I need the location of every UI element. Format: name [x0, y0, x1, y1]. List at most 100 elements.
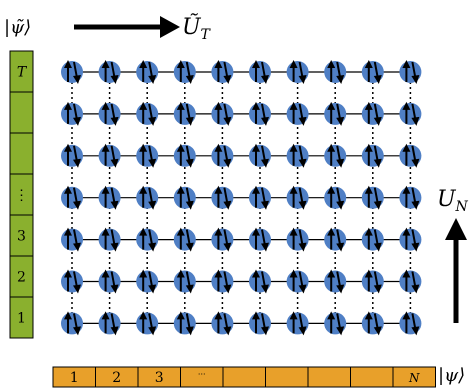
- spin-down-head: [185, 284, 194, 294]
- lattice-site: [324, 227, 347, 252]
- spin-down-head: [261, 200, 269, 210]
- spin-up-head: [327, 269, 336, 278]
- spin-down-head: [411, 326, 420, 336]
- lattice-site: [98, 269, 121, 294]
- register-cell: [392, 366, 436, 388]
- spin-lattice: [61, 60, 422, 336]
- spin-up-head: [176, 269, 185, 278]
- site-circle: [399, 228, 422, 251]
- spin-down-arrow: [148, 313, 154, 330]
- site-circle: [98, 228, 121, 251]
- spin-down-head: [110, 284, 119, 294]
- spin-down-head: [110, 116, 119, 126]
- spin-down-arrow: [411, 187, 417, 204]
- spin-down-arrow: [148, 187, 154, 204]
- spin-down-arrow: [110, 271, 116, 288]
- spin-up-head: [327, 227, 336, 236]
- register-cell-label: N: [408, 371, 420, 385]
- lattice-site: [249, 227, 271, 252]
- spin-down-head: [373, 326, 382, 336]
- spin-down-head: [223, 284, 232, 294]
- spin-down-head: [110, 242, 119, 252]
- site-circle: [136, 144, 159, 167]
- site-circle: [399, 270, 422, 293]
- site-circle: [249, 228, 271, 251]
- spin-down-head: [73, 116, 81, 126]
- spin-up-head: [101, 143, 110, 152]
- register-cell: [9, 296, 34, 339]
- spin-down-arrow: [148, 271, 154, 288]
- spin-down-arrow: [336, 229, 342, 246]
- site-circle: [136, 312, 159, 335]
- spin-down-arrow: [411, 229, 417, 246]
- lattice-site: [324, 60, 347, 84]
- spin-down-head: [373, 116, 382, 126]
- lattice-site: [361, 269, 384, 294]
- spin-down-arrow: [336, 271, 342, 288]
- spin-down-head: [411, 158, 420, 168]
- spin-down-head: [336, 116, 345, 126]
- u-t-subscript: T: [201, 27, 212, 43]
- register-cell-label: ⋮: [15, 188, 29, 204]
- lattice-site: [249, 269, 271, 294]
- lattice-site: [324, 311, 347, 336]
- site-circle: [249, 270, 271, 293]
- lattice-site: [173, 185, 196, 210]
- spin-down-arrow: [110, 61, 116, 79]
- register-cell: [307, 366, 351, 388]
- spin-down-head: [373, 158, 382, 168]
- spin-down-arrow: [185, 313, 191, 330]
- spin-down-arrow: [411, 145, 417, 162]
- lattice-site: [173, 101, 196, 126]
- register-cell-label: ···: [198, 370, 206, 379]
- spin-down-head: [336, 242, 345, 252]
- spin-down-arrow: [261, 187, 266, 204]
- spin-down-head: [373, 242, 382, 252]
- spin-down-arrow: [185, 61, 191, 79]
- lattice-site: [98, 311, 121, 336]
- site-circle: [286, 144, 309, 167]
- site-circle: [324, 270, 347, 293]
- site-circle: [249, 312, 271, 335]
- spin-up-head: [364, 143, 373, 152]
- spin-up-head: [214, 269, 223, 278]
- spin-down-head: [336, 158, 345, 168]
- lattice-site: [136, 311, 159, 336]
- lattice-site: [249, 60, 271, 84]
- spin-down-arrow: [261, 145, 266, 162]
- spin-down-arrow: [336, 103, 342, 121]
- site-circle: [399, 61, 422, 83]
- spin-up-head: [402, 101, 411, 110]
- site-circle: [211, 186, 234, 209]
- lattice-site: [98, 101, 121, 126]
- register-cell: [9, 132, 34, 175]
- spin-down-arrow: [298, 61, 304, 79]
- site-circle: [136, 102, 159, 125]
- lattice-site: [361, 101, 384, 126]
- spin-up-head: [139, 143, 148, 152]
- site-circle: [61, 186, 83, 209]
- lattice-site: [286, 227, 309, 252]
- site-circle: [324, 186, 347, 209]
- spin-down-head: [411, 75, 420, 84]
- spin-down-head: [298, 116, 307, 126]
- spin-up-head: [402, 143, 411, 152]
- lattice-site: [211, 185, 234, 210]
- register-cell-label: T: [17, 65, 28, 81]
- spin-down-arrow: [73, 103, 78, 121]
- u-n-label: UN: [437, 187, 469, 215]
- spin-down-head: [148, 242, 157, 252]
- site-circle: [61, 144, 83, 167]
- lattice-site: [173, 60, 196, 84]
- spin-up-head: [64, 227, 72, 236]
- spin-down-head: [411, 116, 420, 126]
- site-circle: [61, 228, 83, 251]
- lattice-site: [61, 227, 83, 252]
- spin-up-head: [139, 269, 148, 278]
- spin-down-head: [261, 326, 269, 336]
- spin-down-arrow: [336, 145, 342, 162]
- spin-down-arrow: [110, 313, 116, 330]
- lattice-site: [286, 101, 309, 126]
- spin-down-head: [185, 326, 194, 336]
- lattice-site: [324, 269, 347, 294]
